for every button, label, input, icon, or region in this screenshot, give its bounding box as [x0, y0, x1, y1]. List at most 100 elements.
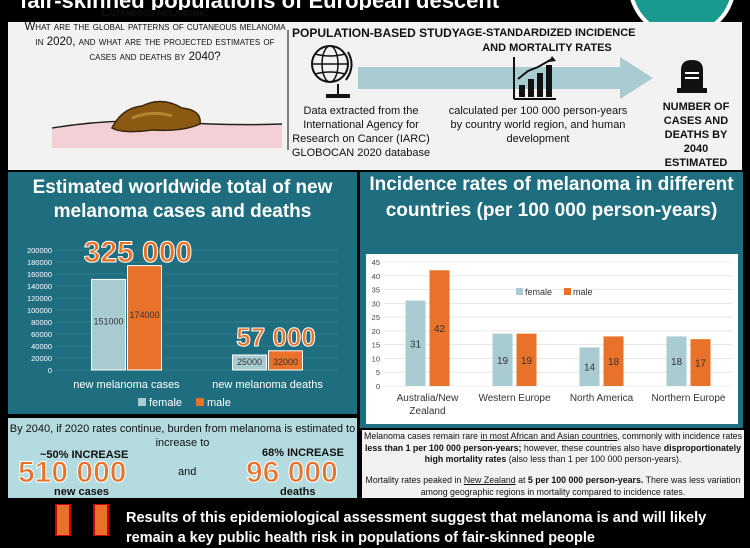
x-category-label: North America — [570, 393, 634, 404]
data-label: 151000 — [93, 317, 123, 327]
note1-part: , commonly with incidence rates — [617, 431, 742, 441]
legend-label: male — [573, 287, 593, 297]
note2-part: New Zealand — [463, 475, 516, 485]
bar-female — [91, 278, 126, 371]
deaths-unit: deaths — [280, 486, 316, 498]
note2-part: There was less variation among geographi… — [420, 475, 741, 497]
divider — [287, 30, 289, 150]
and-text: and — [178, 466, 197, 478]
big-cases-number: 325 000 — [84, 236, 192, 269]
projection-panel — [8, 418, 357, 498]
y-tick-label: 40 — [372, 272, 380, 281]
y-tick-label: 0 — [376, 382, 380, 391]
legend-label: male — [207, 397, 231, 409]
note1-part: Melanoma cases remain rare — [364, 431, 481, 441]
incidence-bar-chart: 0 5 10 15 20 25 30 35 40 45 31 42 Australia/New Zeala… — [366, 254, 738, 424]
data-label: 42 — [434, 324, 446, 335]
notes-panel — [362, 430, 744, 498]
data-label: 14 — [584, 363, 596, 374]
tombstone-icon — [677, 60, 707, 93]
conclusion-bar — [0, 500, 750, 536]
incidence-rates-title: Incidence rates of melanoma in different… — [369, 174, 734, 221]
bar-male — [429, 270, 450, 386]
bar-female — [492, 333, 513, 386]
y-tick-label: 20000 — [31, 354, 52, 363]
data-label: 17 — [695, 359, 707, 370]
y-tick-label: 100000 — [27, 306, 52, 315]
age-standardized-text: calculated per 100 000 person-years by c… — [448, 105, 628, 145]
x-category-label: Northern Europe — [652, 393, 726, 404]
number-estimated-text: NUMBER OF CASES AND DEATHS BY 2040 ESTIM… — [662, 101, 730, 169]
note-rare-cases: Melanoma cases remain rare in most Afric… — [364, 431, 742, 466]
question-title: Cutaneous melanoma: — [101, 5, 209, 19]
bar-female — [232, 354, 267, 371]
y-tick-label: 25 — [372, 313, 380, 322]
cases-increase-label: ~50% INCREASE — [40, 449, 129, 461]
data-label: 31 — [410, 339, 422, 350]
y-tick-label: 35 — [372, 286, 380, 295]
population-study-title: POPULATION-BASED STUDY — [292, 26, 460, 40]
bar-male — [603, 336, 624, 386]
exclamation-icon — [55, 504, 109, 536]
data-label: 19 — [521, 356, 533, 367]
data-label: 19 — [497, 356, 509, 367]
y-tick-label: 160000 — [27, 270, 52, 279]
y-tick-label: 30 — [372, 299, 380, 308]
note2-part: 5 per 100 000 person-years. — [527, 475, 644, 485]
y-tick-label: 200000 — [27, 246, 52, 255]
bar-female — [666, 336, 687, 386]
note1-part: (also less than 1 per 100 000 person-yea… — [506, 454, 682, 464]
bar-male — [127, 265, 162, 371]
legend-swatch-male — [196, 398, 204, 406]
conclusion-text: Results of this epidemiological assessme… — [126, 510, 707, 546]
note1-part: however, these countries also have — [521, 442, 664, 453]
note1-part: in most African and Asian countries — [480, 431, 618, 441]
projection-text: By 2040, if 2020 rates continue, burden … — [9, 423, 356, 449]
y-tick-label: 140000 — [27, 282, 52, 291]
worldwide-total-panel — [8, 172, 357, 414]
worldwide-total-title: Estimated worldwide total of new melanom… — [32, 177, 333, 222]
data-label: 32000 — [273, 357, 298, 367]
bar-male — [516, 333, 537, 386]
y-tick-label: 15 — [372, 341, 380, 350]
x-category-label: Australia/New — [397, 393, 459, 404]
globe-icon — [311, 45, 353, 98]
legend-swatch-female — [138, 398, 146, 406]
population-study-text: Data extracted from the International Ag… — [291, 105, 431, 159]
y-tick-label: 180000 — [27, 258, 52, 267]
data-label: 25000 — [237, 357, 262, 367]
mole-illustration — [52, 100, 282, 148]
note2-part: Mortality rates peaked in — [365, 475, 464, 485]
y-tick-label: 40000 — [31, 342, 52, 351]
cases-2040-value: 510 000 — [17, 456, 127, 489]
note1-part: less than 1 per 100 000 person-years; — [364, 442, 522, 453]
bar-male — [268, 350, 303, 371]
x-category-label: new melanoma deaths — [212, 379, 323, 391]
question-text: What are the global patterns of cutaneou… — [24, 21, 286, 63]
data-label: 18 — [608, 357, 620, 368]
y-tick-label: 120000 — [27, 294, 52, 303]
bar-female — [405, 300, 426, 386]
page-title: fair-skinned populations of European des… — [0, 0, 750, 10]
y-tick-label: 10 — [372, 354, 380, 363]
x-category-label: new melanoma cases — [73, 379, 180, 391]
legend-label: female — [149, 397, 182, 409]
big-deaths-number: 57 000 — [236, 322, 316, 352]
note-mortality: Mortality rates peaked in New Zealand at… — [364, 475, 742, 498]
deaths-increase-label: 68% INCREASE — [262, 447, 344, 459]
note1-part: disproportionately high mortality rates — [424, 442, 742, 465]
legend-label: female — [525, 287, 552, 297]
legend-swatch-female — [516, 288, 523, 295]
note2-part: at — [515, 475, 528, 485]
bar-chart-icon — [513, 56, 556, 100]
deaths-2040-value: 96 000 — [246, 456, 339, 489]
worldwide-bar-chart: 0 20000 40000 60000 80000 100000 120000 140000 1… — [27, 236, 338, 409]
y-tick-label: 20 — [372, 327, 380, 336]
y-tick-label: 45 — [372, 258, 380, 267]
y-tick-label: 0 — [48, 366, 52, 375]
x-category-label-line2: Zealand — [409, 406, 445, 417]
cases-unit: new cases — [54, 486, 110, 498]
y-tick-label: 80000 — [31, 318, 52, 327]
study-question: Cutaneous melanoma: What are the global … — [24, 5, 286, 65]
data-label: 18 — [671, 357, 683, 368]
